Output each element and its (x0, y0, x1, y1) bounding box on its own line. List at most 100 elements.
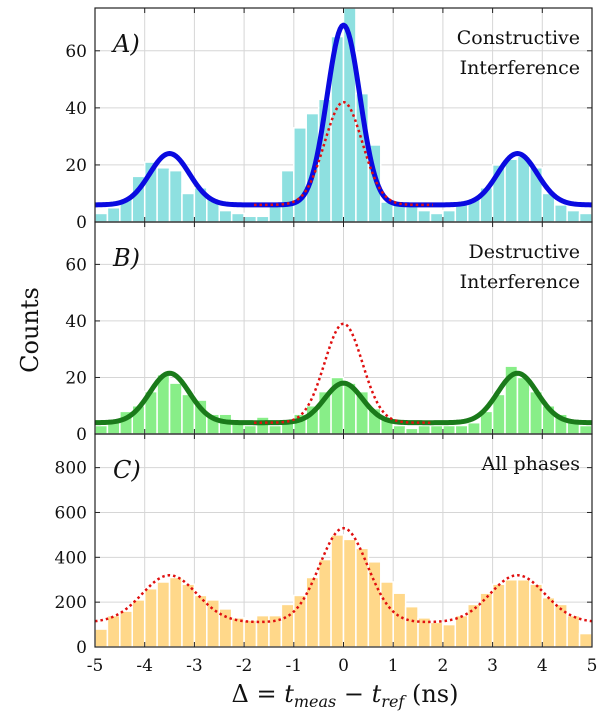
histogram-bar (578, 424, 593, 435)
histogram-bar (243, 619, 258, 648)
histogram-bar (504, 578, 519, 648)
histogram-bar (218, 209, 233, 223)
panel-annotation: Constructive (457, 27, 580, 49)
histogram-bar (392, 592, 407, 648)
y-tick-label: 60 (65, 42, 87, 62)
histogram-bar (255, 215, 270, 223)
x-tick-label: 5 (587, 656, 598, 676)
histogram-bar (566, 614, 581, 648)
histogram-bar (454, 614, 469, 648)
panel-label: B) (112, 244, 140, 272)
histogram-bar (206, 599, 220, 648)
histogram-bar (491, 583, 506, 648)
histogram-bar (94, 424, 109, 435)
y-tick-label: 20 (65, 368, 87, 388)
histogram-bar (168, 169, 183, 223)
y-tick-label: 0 (76, 638, 87, 658)
histogram-bar (168, 576, 183, 648)
panel-c: 0 200 400 600 800 C) All phases (55, 433, 593, 658)
histogram-bar (156, 581, 171, 648)
histogram-bar (94, 212, 109, 223)
histogram-bar (243, 424, 258, 435)
histogram-bar (429, 621, 444, 648)
histogram-bar (429, 212, 444, 223)
histogram-bar (268, 204, 283, 223)
histogram-bar (404, 204, 419, 223)
histogram-bar (516, 376, 531, 435)
x-tick-label: 0 (338, 656, 349, 676)
histogram-bar (168, 382, 183, 435)
histogram-bar (417, 209, 432, 223)
histogram-bar (516, 578, 531, 648)
x-tick-label: -5 (87, 656, 104, 676)
panel-a: 0 20 40 60 A) Constructive Interference (65, 7, 593, 233)
fit-curve-dotted (94, 526, 593, 624)
histogram-bar (442, 209, 457, 223)
histogram-bar (230, 212, 245, 223)
x-tick-label: 3 (487, 656, 498, 676)
histogram-bar (479, 592, 494, 648)
x-tick-label: -2 (236, 656, 253, 676)
histogram-bar (243, 215, 258, 223)
x-tick-label: 4 (537, 656, 548, 676)
panel-label: C) (113, 456, 141, 484)
panel-annotation: Destructive (468, 241, 580, 263)
y-tick-label: 40 (65, 312, 87, 332)
histogram-bar (106, 614, 121, 648)
histogram-bar (553, 204, 568, 223)
x-tick-label: -1 (286, 656, 303, 676)
fit-curve-dotted (253, 322, 434, 424)
histogram-bar (429, 424, 444, 435)
histogram-bar (131, 599, 146, 648)
histogram-bar (454, 204, 469, 223)
y-tick-label: 0 (76, 213, 87, 233)
histogram-bar (454, 424, 469, 435)
histogram-bar (578, 632, 593, 648)
histogram-bar (380, 581, 394, 648)
x-axis-title: Δ = tmeas − tref (ns) (232, 680, 459, 711)
histogram-bar (380, 201, 394, 223)
y-tick-label: 40 (65, 99, 87, 119)
histogram-bar (504, 158, 519, 223)
histogram-bar (317, 558, 332, 648)
histogram-bar (181, 192, 196, 223)
histogram-bar (404, 427, 419, 435)
panel-annotation: Interference (460, 271, 580, 293)
y-tick-label: 200 (55, 593, 87, 613)
histogram-bar (330, 534, 345, 648)
histogram-bar (119, 610, 134, 648)
histogram-bar (404, 605, 419, 648)
histogram-bar (516, 155, 531, 223)
histogram-bar (255, 416, 270, 435)
panel-annotation: All phases (481, 453, 580, 475)
y-axis-title: Counts (16, 287, 44, 373)
histogram-bar (541, 192, 556, 223)
histogram-bar (417, 424, 432, 435)
histogram-bar (392, 424, 407, 435)
y-tick-label: 0 (76, 425, 87, 445)
histogram-bar (578, 212, 593, 223)
histogram-bar (293, 127, 307, 223)
histogram-bar (181, 583, 196, 648)
y-tick-label: 400 (55, 548, 87, 568)
x-tick-label: -3 (186, 656, 203, 676)
histogram-bar (143, 587, 158, 648)
histogram-bar (230, 617, 245, 648)
histogram-bar (442, 424, 457, 435)
histogram-bar (280, 169, 295, 223)
fit-curve-solid (94, 22, 593, 208)
x-tick-label: -4 (136, 656, 153, 676)
histogram-bar (541, 596, 556, 648)
histogram-bar (106, 206, 121, 223)
x-tick-label: 2 (437, 656, 448, 676)
histogram-bar (94, 628, 109, 648)
histogram-bar (342, 538, 357, 648)
panel-label: A) (111, 30, 140, 58)
x-tick-label: 1 (388, 656, 399, 676)
histogram-bar (529, 583, 544, 648)
histogram-bar (280, 603, 295, 648)
histogram-bar (305, 576, 320, 648)
fit-curve-dotted (253, 100, 434, 207)
histogram-bar (193, 594, 208, 648)
panel-annotation: Interference (460, 57, 580, 79)
